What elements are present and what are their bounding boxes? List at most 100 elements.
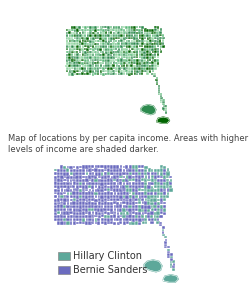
Polygon shape: [134, 39, 136, 42]
Polygon shape: [100, 72, 102, 75]
Polygon shape: [100, 50, 102, 53]
Polygon shape: [157, 65, 159, 67]
Polygon shape: [116, 64, 118, 67]
Polygon shape: [138, 172, 141, 175]
Polygon shape: [92, 211, 94, 214]
Polygon shape: [126, 182, 129, 185]
Polygon shape: [107, 195, 110, 199]
Polygon shape: [76, 28, 79, 31]
Polygon shape: [136, 39, 138, 42]
Polygon shape: [126, 176, 129, 179]
Polygon shape: [88, 211, 92, 215]
Polygon shape: [107, 43, 110, 45]
Polygon shape: [151, 208, 154, 212]
Polygon shape: [74, 56, 76, 59]
Polygon shape: [160, 192, 163, 195]
Polygon shape: [143, 54, 146, 56]
Polygon shape: [76, 217, 78, 221]
Polygon shape: [70, 188, 72, 192]
Polygon shape: [105, 56, 107, 59]
Polygon shape: [73, 214, 76, 218]
Polygon shape: [172, 260, 175, 263]
Polygon shape: [105, 42, 107, 45]
Polygon shape: [157, 172, 160, 175]
Polygon shape: [84, 45, 87, 47]
Polygon shape: [57, 179, 60, 182]
Polygon shape: [132, 165, 134, 169]
Polygon shape: [85, 178, 89, 182]
Polygon shape: [123, 221, 126, 225]
Polygon shape: [100, 195, 104, 199]
Polygon shape: [145, 198, 147, 201]
Polygon shape: [123, 198, 126, 201]
Polygon shape: [87, 39, 89, 42]
Polygon shape: [102, 29, 105, 31]
Polygon shape: [107, 172, 110, 175]
Polygon shape: [68, 31, 71, 34]
Polygon shape: [146, 67, 148, 70]
Polygon shape: [74, 73, 76, 75]
Polygon shape: [149, 67, 151, 70]
Polygon shape: [136, 34, 138, 37]
Polygon shape: [95, 165, 98, 168]
Polygon shape: [121, 64, 123, 67]
Polygon shape: [71, 37, 73, 39]
Polygon shape: [162, 107, 164, 110]
Polygon shape: [79, 31, 82, 34]
Polygon shape: [98, 201, 101, 205]
Polygon shape: [98, 185, 101, 188]
Polygon shape: [105, 64, 108, 67]
Polygon shape: [73, 208, 76, 212]
Polygon shape: [102, 31, 105, 34]
Polygon shape: [73, 169, 76, 172]
Polygon shape: [122, 185, 126, 189]
Polygon shape: [57, 221, 60, 225]
Polygon shape: [73, 198, 76, 201]
Polygon shape: [82, 185, 85, 189]
Polygon shape: [146, 50, 149, 53]
Polygon shape: [87, 34, 89, 37]
Polygon shape: [89, 61, 92, 64]
Polygon shape: [68, 56, 71, 59]
Polygon shape: [132, 178, 135, 181]
Polygon shape: [70, 179, 72, 182]
Polygon shape: [134, 65, 136, 67]
Polygon shape: [154, 48, 156, 51]
Polygon shape: [91, 195, 94, 198]
Polygon shape: [82, 64, 84, 67]
Polygon shape: [156, 26, 159, 29]
Polygon shape: [54, 199, 57, 202]
Polygon shape: [94, 205, 98, 208]
Polygon shape: [144, 188, 147, 191]
Polygon shape: [128, 64, 131, 67]
Polygon shape: [141, 42, 144, 45]
Polygon shape: [70, 221, 72, 225]
Polygon shape: [128, 26, 131, 29]
Polygon shape: [97, 59, 99, 61]
Polygon shape: [160, 185, 162, 188]
Polygon shape: [162, 99, 165, 101]
Polygon shape: [94, 72, 97, 75]
Polygon shape: [66, 34, 68, 37]
Polygon shape: [73, 172, 76, 176]
Polygon shape: [154, 67, 157, 70]
Polygon shape: [91, 185, 94, 188]
Polygon shape: [97, 47, 99, 51]
Polygon shape: [154, 61, 157, 64]
Polygon shape: [141, 31, 143, 34]
Polygon shape: [144, 208, 148, 212]
Polygon shape: [135, 202, 138, 204]
Polygon shape: [120, 201, 122, 204]
Polygon shape: [116, 172, 119, 175]
Polygon shape: [160, 95, 162, 97]
Polygon shape: [94, 208, 98, 211]
Polygon shape: [135, 218, 138, 221]
Polygon shape: [119, 181, 122, 185]
Polygon shape: [120, 34, 123, 37]
Polygon shape: [110, 39, 112, 42]
Polygon shape: [170, 265, 172, 268]
Polygon shape: [135, 185, 138, 188]
Polygon shape: [89, 72, 92, 75]
Polygon shape: [149, 70, 151, 72]
Polygon shape: [89, 179, 92, 181]
